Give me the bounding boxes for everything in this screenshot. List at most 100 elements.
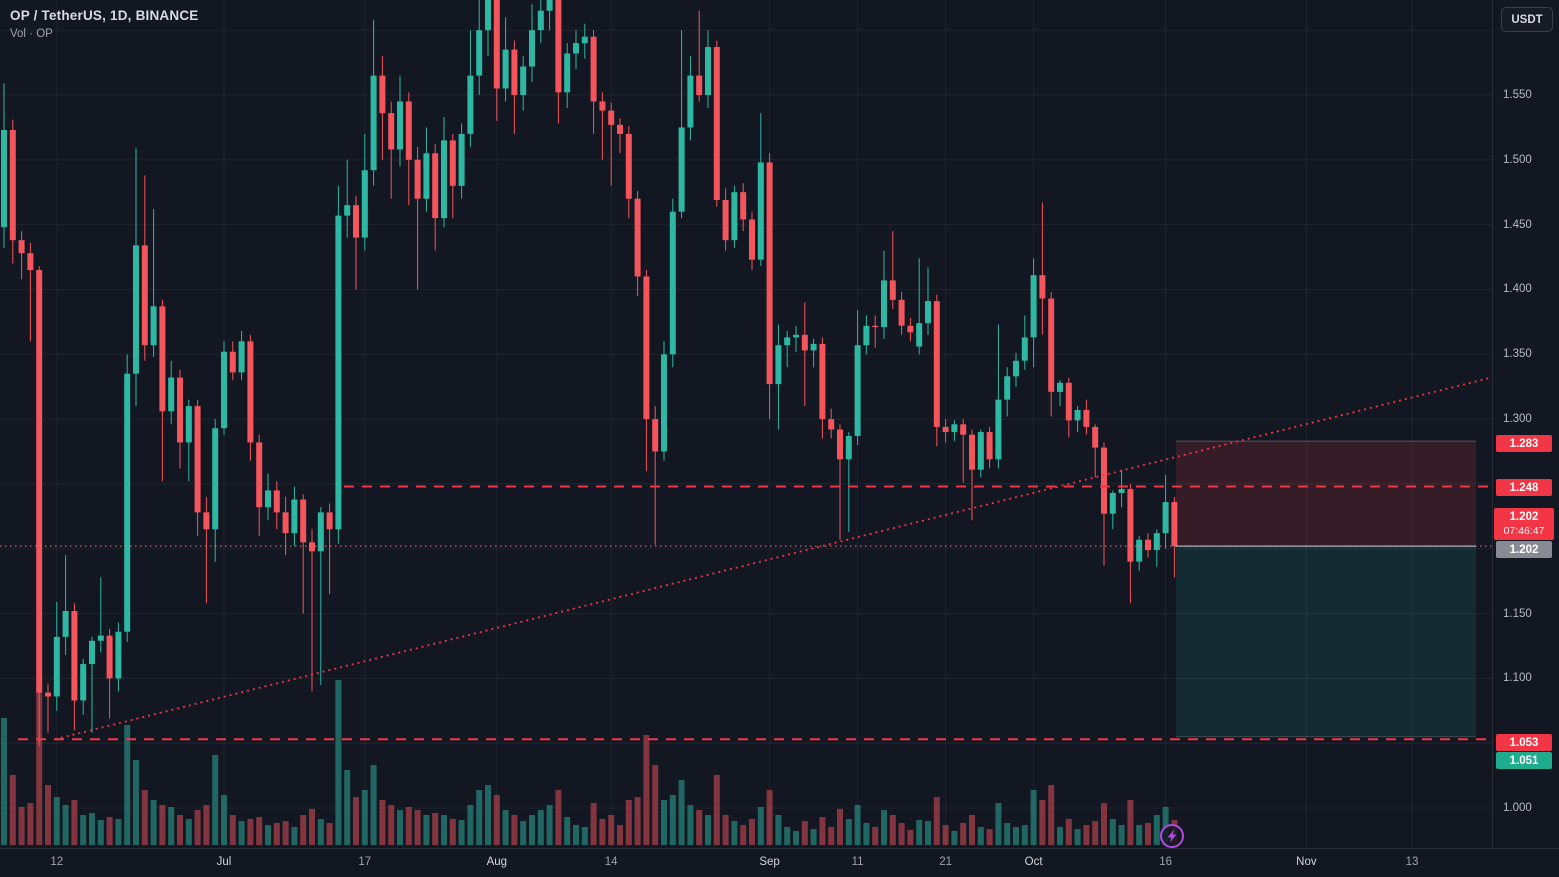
candle-body bbox=[573, 43, 579, 54]
volume-bar bbox=[203, 805, 210, 845]
price-axis-label: 1.150 bbox=[1503, 608, 1532, 620]
volume-bar bbox=[564, 817, 571, 845]
candle-body bbox=[669, 211, 676, 355]
candle-body bbox=[775, 345, 782, 385]
volume-bar bbox=[89, 813, 95, 845]
candle-body bbox=[353, 205, 359, 238]
candle-body bbox=[898, 299, 905, 326]
volume-bar bbox=[1, 718, 7, 845]
trendline[interactable] bbox=[54, 376, 1492, 741]
volume-bar bbox=[722, 815, 729, 845]
volume-bar bbox=[634, 797, 641, 845]
volume-bar bbox=[282, 821, 289, 845]
volume-bar bbox=[317, 819, 324, 845]
volume-bar bbox=[229, 815, 236, 845]
candle-body bbox=[97, 635, 104, 641]
stop-loss-zone[interactable] bbox=[1176, 441, 1476, 547]
lower-alert-badge: 1.053 bbox=[1496, 734, 1552, 751]
badge-price-value: 1.202 bbox=[1509, 543, 1539, 556]
volume-bar bbox=[652, 765, 659, 845]
candle-body bbox=[1092, 426, 1099, 448]
volume-bar bbox=[379, 800, 386, 845]
candle-body bbox=[801, 334, 808, 351]
chart-pane[interactable] bbox=[0, 0, 1492, 848]
candle-body bbox=[1136, 539, 1143, 562]
badge-price-value: 1.053 bbox=[1509, 736, 1539, 749]
volume-bar bbox=[309, 809, 315, 845]
candle-body bbox=[1039, 275, 1046, 299]
candle-body bbox=[1101, 447, 1107, 514]
volume-bar bbox=[872, 827, 879, 845]
candle-body bbox=[45, 692, 51, 697]
time-axis[interactable]: 12 Jul 17 Aug 14 Sep 11 21 Oct 16 Nov 13 bbox=[0, 848, 1559, 877]
candle-body bbox=[441, 140, 447, 219]
volume-bar bbox=[696, 810, 703, 845]
volume-bar bbox=[53, 797, 60, 845]
candle-body bbox=[722, 200, 729, 241]
price-axis-label: 1.350 bbox=[1503, 348, 1532, 360]
volume-bar bbox=[520, 821, 527, 845]
candle-body bbox=[53, 636, 60, 697]
volume-bar bbox=[405, 807, 412, 845]
volume-bar bbox=[133, 760, 139, 845]
candle-body bbox=[1153, 533, 1160, 551]
time-tick-label: Aug bbox=[486, 856, 508, 868]
candle-body bbox=[661, 354, 667, 452]
volume-bar bbox=[344, 770, 351, 845]
candle-body bbox=[1048, 298, 1055, 392]
candle-body bbox=[837, 429, 843, 460]
volume-bar bbox=[159, 805, 166, 845]
candle-body bbox=[757, 162, 764, 260]
volume-bar bbox=[1004, 823, 1011, 845]
candle-body bbox=[168, 377, 175, 412]
candle-body bbox=[1013, 360, 1019, 377]
short-position-tool[interactable] bbox=[1176, 440, 1476, 738]
volume-bar bbox=[335, 680, 342, 845]
candle-body bbox=[493, 0, 500, 89]
volume-bar bbox=[960, 823, 967, 845]
candle-body bbox=[529, 30, 535, 67]
volume-bar bbox=[177, 815, 183, 845]
volume-bar bbox=[1153, 815, 1160, 845]
candle-body bbox=[282, 512, 289, 534]
candle-body bbox=[203, 512, 210, 530]
candle-body bbox=[291, 499, 298, 534]
volume-bar bbox=[590, 803, 597, 845]
candle-body bbox=[414, 159, 421, 199]
candle-body bbox=[458, 133, 465, 186]
volume-bar bbox=[810, 829, 817, 845]
volume-bar bbox=[537, 810, 544, 845]
volume-bar bbox=[1127, 800, 1134, 845]
candle-body bbox=[881, 280, 887, 328]
volume-bar bbox=[168, 807, 175, 845]
candle-body bbox=[397, 101, 403, 150]
chart-canvas[interactable] bbox=[0, 0, 1492, 848]
candle-body bbox=[36, 270, 43, 693]
candle-body bbox=[793, 334, 799, 338]
candle-body bbox=[265, 490, 271, 508]
target-price-badge: 1.051 bbox=[1496, 752, 1552, 769]
candle-body bbox=[370, 75, 377, 171]
price-lines[interactable] bbox=[0, 485, 1492, 741]
volume-bar bbox=[713, 775, 720, 845]
volume-bar bbox=[608, 815, 615, 845]
price-axis[interactable]: 1.550 1.500 1.450 1.400 1.350 1.300 1.150 1.100… bbox=[1492, 0, 1559, 848]
volume-bar bbox=[212, 755, 219, 845]
last-price-badge: 1.202 bbox=[1496, 541, 1552, 558]
candle-body bbox=[749, 219, 755, 260]
take-profit-zone[interactable] bbox=[1176, 546, 1476, 737]
volume-bar bbox=[766, 790, 773, 845]
candle-body bbox=[863, 325, 870, 346]
volume-bar bbox=[599, 819, 606, 845]
volume-bar bbox=[150, 800, 157, 845]
candle-body bbox=[784, 337, 791, 346]
lightning-button[interactable] bbox=[1160, 824, 1184, 848]
currency-toggle-button[interactable]: USDT bbox=[1501, 7, 1553, 32]
candle-body bbox=[300, 499, 307, 543]
volume-bar bbox=[1065, 819, 1072, 845]
candle-body bbox=[1118, 489, 1125, 493]
candle-body bbox=[238, 341, 245, 373]
volume-bar bbox=[370, 765, 377, 845]
candle-body bbox=[634, 198, 641, 277]
